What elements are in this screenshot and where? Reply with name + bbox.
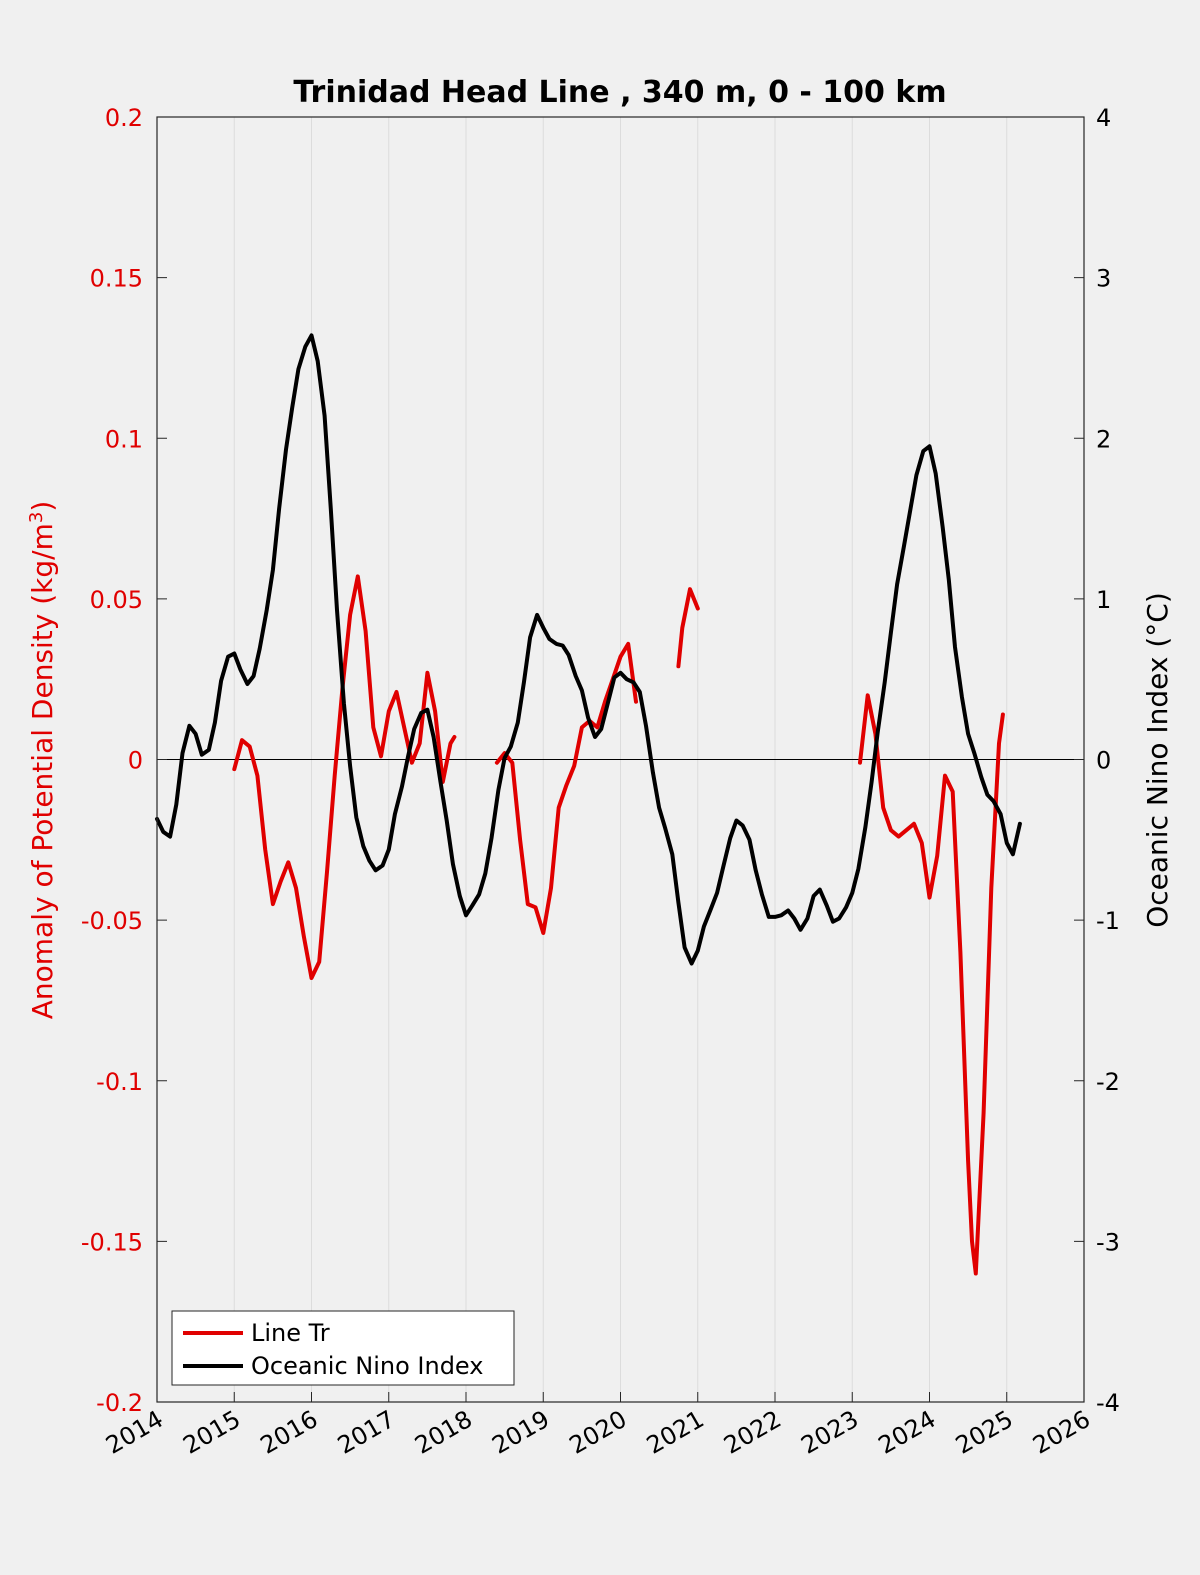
x-tick-label: 2020 — [565, 1405, 632, 1460]
x-tick-label: 2018 — [410, 1405, 477, 1460]
x-tick-label: 2024 — [874, 1405, 941, 1460]
left-y-axis-label-main: Anomaly of Potential Density (kg/m — [26, 523, 59, 1019]
left-y-tick-labels: 0.2 0.15 0.1 0.05 0 -0.05 -0.1 -0.15 -0.2 — [81, 104, 143, 1417]
left-y-axis-label: Anomaly of Potential Density (kg/m3) — [26, 501, 59, 1020]
x-tick-label: 2025 — [951, 1405, 1018, 1460]
right-y-tick-label: -2 — [1096, 1068, 1120, 1096]
legend-label-oni: Oceanic Nino Index — [251, 1352, 483, 1380]
x-tick-label: 2016 — [256, 1405, 323, 1460]
right-y-tick-label: 0 — [1096, 747, 1111, 775]
right-y-tick-label: -4 — [1096, 1389, 1120, 1417]
x-tick-label: 2019 — [487, 1405, 554, 1460]
left-y-tick-label: 0.05 — [90, 586, 143, 614]
series-line-tr — [232, 574, 457, 980]
legend-box — [171, 1310, 515, 1386]
legend: Line Tr Oceanic Nino Index — [171, 1310, 515, 1386]
left-y-axis-label-close: ) — [26, 501, 59, 512]
x-tick-label: 2026 — [1028, 1405, 1095, 1460]
left-y-tick-label: -0.1 — [96, 1068, 143, 1096]
series-line-tr — [858, 693, 1005, 1276]
series-oceanic-nino-index — [155, 333, 1022, 966]
right-y-tick-label: 1 — [1096, 586, 1111, 614]
series-line-tr — [676, 587, 700, 669]
x-tick-label: 2023 — [796, 1405, 863, 1460]
left-y-tick-label: 0.15 — [90, 265, 143, 293]
x-tick-label: 2015 — [178, 1405, 245, 1460]
right-y-tick-labels: 4 3 2 1 0 -1 -2 -3 -4 — [1096, 104, 1120, 1417]
right-y-tick-label: -3 — [1096, 1228, 1120, 1256]
series-layer — [155, 333, 1022, 1276]
tick-marks — [156, 116, 1085, 1403]
right-y-tick-label: 2 — [1096, 425, 1111, 453]
right-y-axis-label: Oceanic Nino Index (°C) — [1141, 592, 1174, 928]
left-y-tick-label: -0.2 — [96, 1389, 143, 1417]
x-tick-label: 2022 — [719, 1405, 786, 1460]
series-line-tr — [494, 641, 638, 935]
chart-title: Trinidad Head Line , 340 m, 0 - 100 km — [293, 75, 946, 110]
x-tick-labels: 2014 2015 2016 2017 2018 2019 2020 2021 2022 2023… — [101, 1405, 1095, 1460]
left-y-tick-label: -0.05 — [81, 907, 143, 935]
left-y-tick-label: 0 — [128, 747, 143, 775]
left-y-tick-label: 0.1 — [105, 425, 143, 453]
x-tick-label: 2017 — [333, 1405, 400, 1460]
legend-label-line-tr: Line Tr — [251, 1319, 330, 1347]
left-y-tick-label: -0.15 — [81, 1228, 143, 1256]
left-y-tick-label: 0.2 — [105, 104, 143, 132]
x-tick-label: 2021 — [642, 1405, 709, 1460]
left-y-axis-label-superscript: 3 — [26, 512, 47, 523]
right-y-tick-label: -1 — [1096, 907, 1120, 935]
right-y-tick-label: 3 — [1096, 265, 1111, 293]
right-y-tick-label: 4 — [1096, 104, 1111, 132]
